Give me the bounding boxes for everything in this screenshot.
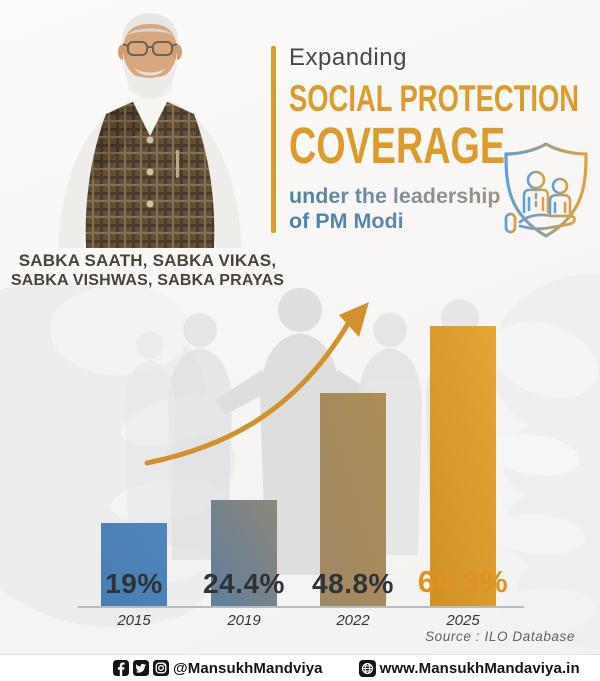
- bar-value-2019: 24.4%: [203, 568, 285, 599]
- hand-in-shield-icon: [504, 212, 576, 234]
- subtitle-line2: of PM Modi: [289, 209, 599, 234]
- footer-bar: @MansukhMandviya www.MansukhMandaviya.in: [0, 654, 600, 681]
- accent-divider: [271, 46, 276, 233]
- slogan-line1: SABKA SAATH, SABKA VIKAS,: [18, 251, 277, 270]
- bar-value-2025: 64.3%: [417, 564, 509, 599]
- people-in-shield-icon: [522, 170, 572, 216]
- header-eyebrow: Expanding: [289, 44, 407, 71]
- globe-icon: [358, 659, 376, 677]
- source-credit: Source : ILO Database: [425, 629, 575, 644]
- twitter-icon[interactable]: [133, 660, 149, 676]
- x-axis-line: [78, 606, 524, 608]
- shield-protection-icon: [504, 142, 588, 238]
- bar-2015: [101, 523, 167, 606]
- bar-2022: [320, 393, 386, 606]
- x-tick-2022: 2022: [336, 612, 370, 629]
- bar-value-2022: 48.8%: [312, 568, 394, 599]
- bar-value-2015: 19%: [105, 568, 163, 599]
- title-line1: SOCIAL PROTECTION: [289, 78, 580, 119]
- x-tick-2019: 2019: [227, 612, 261, 629]
- slogan: SABKA SAATH, SABKA VIKAS, SABKA VISHWAS,…: [0, 250, 295, 291]
- header: Expanding SOCIAL PROTECTION COVERAGE und…: [289, 44, 599, 234]
- subtitle-line1: under the leadership: [289, 184, 599, 209]
- bar-2025: [430, 326, 496, 606]
- social-handle[interactable]: @MansukhMandviya: [173, 659, 323, 677]
- website-link[interactable]: www.MansukhMandaviya.in: [379, 659, 580, 677]
- facebook-icon[interactable]: [113, 660, 129, 676]
- x-tick-2015: 2015: [117, 612, 151, 629]
- pm-modi-portrait: [58, 13, 242, 248]
- bar-2019: [211, 500, 277, 606]
- x-tick-2025: 2025: [446, 612, 480, 629]
- title-line2: COVERAGE: [289, 117, 505, 174]
- instagram-icon[interactable]: [153, 660, 169, 676]
- slogan-line2: SABKA VISHWAS, SABKA PRAYAS: [10, 272, 285, 290]
